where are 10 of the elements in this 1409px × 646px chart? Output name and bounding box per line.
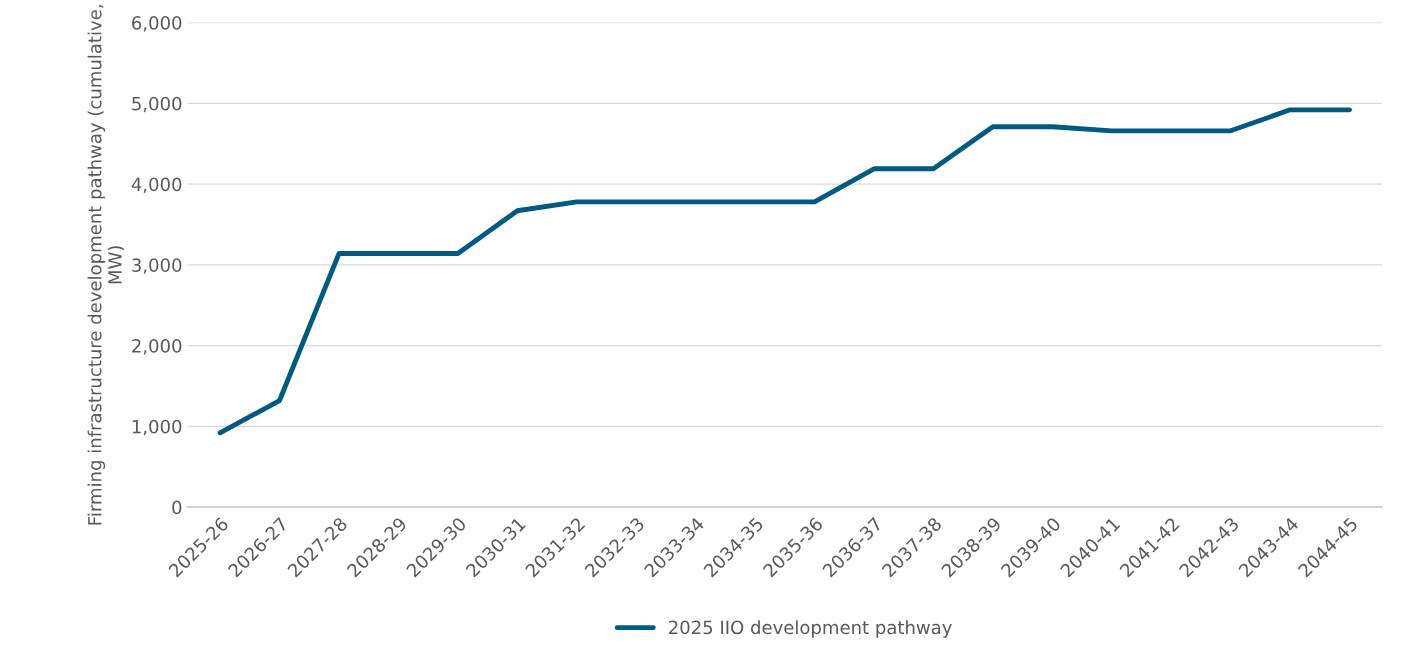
y-tick-label: 4,000: [131, 177, 182, 194]
legend-label: 2025 IIO development pathway: [669, 620, 952, 638]
y-tick-label: 5,000: [132, 96, 182, 113]
y-axis-title: Firming infrastructure development pathway (cumulative, MW): [87, 5, 124, 525]
y-tick-label: 6,000: [132, 16, 182, 32]
y-tick-label: 2,000: [132, 339, 182, 355]
y-tick-label: 3,000: [132, 258, 182, 274]
y-tick-label: 1,000: [132, 419, 182, 436]
line-series: [217, 107, 1352, 436]
y-tick-label: 0: [172, 500, 182, 515]
